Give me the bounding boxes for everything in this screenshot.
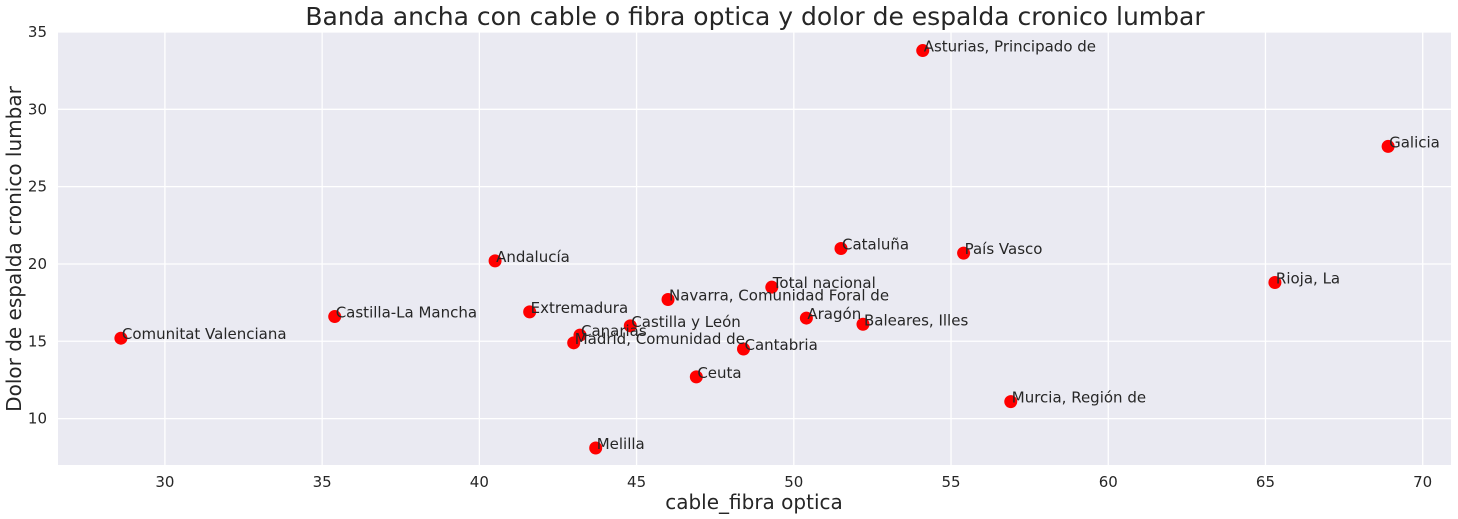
chart-title: Banda ancha con cable o fibra optica y d… <box>305 2 1205 31</box>
point-label: Murcia, Región de <box>1012 389 1146 407</box>
plot-area <box>58 32 1451 465</box>
point-label: Galicia <box>1389 133 1440 151</box>
point-label: Rioja, La <box>1276 270 1340 288</box>
data-point <box>689 370 703 384</box>
data-point <box>567 336 581 350</box>
x-tick-label: 40 <box>470 473 489 491</box>
point-labels: Asturias, Principado de Galicia Cataluña Pa… <box>122 38 1440 453</box>
point-label: Cataluña <box>842 236 909 254</box>
y-tick-label: 35 <box>28 23 47 41</box>
point-label: Ceuta <box>697 364 741 382</box>
tick-labels: 30 35 40 45 50 55 60 65 70 10 15 20 25 30 35 <box>28 23 1432 491</box>
data-point <box>799 311 813 325</box>
data-point <box>1268 276 1282 290</box>
data-point <box>623 319 637 333</box>
point-label: Asturias, Principado de <box>924 38 1096 56</box>
x-tick-label: 65 <box>1256 473 1275 491</box>
point-label: Melilla <box>597 435 645 453</box>
grid-lines <box>58 31 1451 465</box>
data-point <box>488 254 502 268</box>
point-label: Castilla y León <box>631 313 740 331</box>
data-points <box>114 44 1395 455</box>
point-label: Cantabria <box>744 336 817 354</box>
x-axis-label: cable_fibra optica <box>665 490 843 514</box>
y-tick-label: 25 <box>28 178 47 196</box>
x-tick-label: 50 <box>784 473 803 491</box>
data-point <box>523 305 537 319</box>
point-label: Extremadura <box>531 299 629 317</box>
y-tick-label: 30 <box>28 100 47 118</box>
data-point <box>589 441 603 455</box>
point-label: Navarra, Comunidad Foral de <box>669 287 889 305</box>
data-point <box>957 246 971 260</box>
point-label: Andalucía <box>496 248 570 266</box>
data-point <box>661 293 675 307</box>
data-point <box>1004 395 1018 409</box>
data-point <box>328 310 342 324</box>
data-point <box>736 342 750 356</box>
y-tick-label: 15 <box>28 332 47 350</box>
x-tick-label: 60 <box>1099 473 1118 491</box>
data-point <box>856 317 870 331</box>
x-tick-label: 30 <box>155 473 174 491</box>
data-point <box>1381 139 1395 153</box>
y-tick-label: 10 <box>28 410 47 428</box>
point-label: Total nacional <box>772 274 876 292</box>
point-label: Aragón <box>807 305 861 323</box>
data-point <box>765 280 779 294</box>
point-label: País Vasco <box>965 240 1043 258</box>
point-label: Castilla-La Mancha <box>336 304 477 322</box>
data-point <box>916 44 930 58</box>
x-tick-label: 45 <box>627 473 646 491</box>
x-tick-label: 55 <box>941 473 960 491</box>
point-label: Canarias <box>581 322 647 340</box>
data-point <box>114 331 128 345</box>
y-tick-label: 20 <box>28 255 47 273</box>
point-label: Comunitat Valenciana <box>122 325 287 343</box>
data-point <box>834 242 848 255</box>
y-axis-label: Dolor de espalda cronico lumbar <box>2 85 26 411</box>
point-label: Madrid, Comunidad de <box>575 330 745 348</box>
x-tick-label: 70 <box>1413 473 1432 491</box>
x-tick-label: 35 <box>313 473 332 491</box>
point-label: Baleares, Illes <box>864 311 968 329</box>
